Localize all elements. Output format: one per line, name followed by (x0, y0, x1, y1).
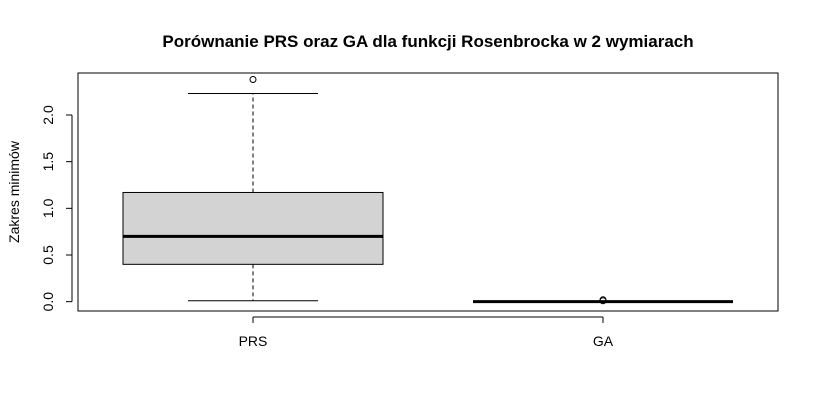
box-prs (122, 76, 384, 302)
chart-title: Porównanie PRS oraz GA dla funkcji Rosen… (162, 32, 693, 51)
y-tick-label: 0.5 (40, 245, 56, 265)
x-axis: PRS GA (239, 316, 614, 349)
y-tick-label: 0.0 (40, 292, 56, 312)
x-tick-label-prs: PRS (239, 333, 268, 349)
y-axis: 0.0 0.5 1.0 1.5 2.0 (40, 105, 73, 312)
box-ga (473, 296, 733, 305)
y-axis-label: Zakres minimów (6, 140, 22, 243)
x-tick-label-ga: GA (593, 333, 614, 349)
box-iqr (122, 191, 384, 265)
y-tick-label: 2.0 (40, 105, 56, 125)
y-tick-label: 1.5 (40, 152, 56, 172)
plot-frame (77, 72, 779, 312)
outlier-point (599, 297, 607, 305)
y-tick-label: 1.0 (40, 198, 56, 218)
outlier-point (249, 76, 257, 84)
boxes (122, 76, 733, 305)
